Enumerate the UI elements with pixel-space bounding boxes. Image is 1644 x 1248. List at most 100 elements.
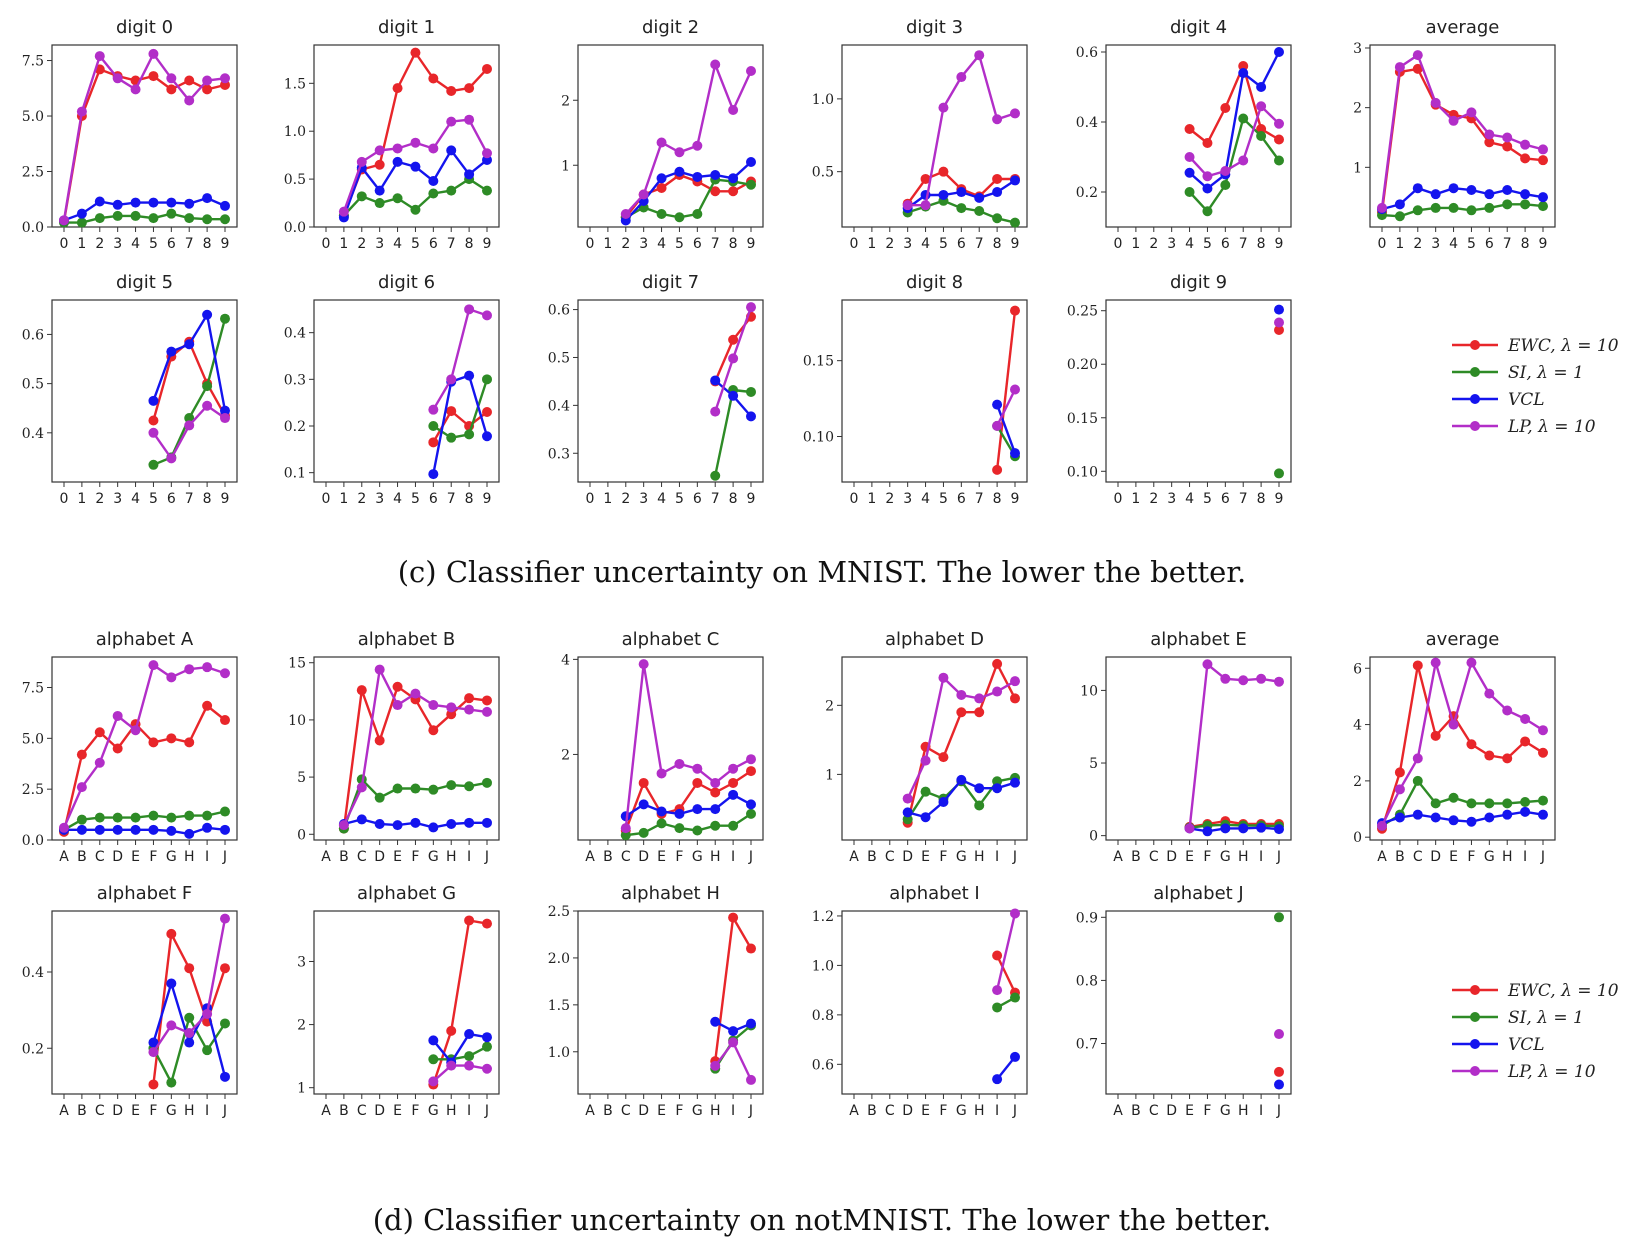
data-point	[992, 464, 1003, 475]
x-tick-label: C	[621, 849, 631, 865]
data-point	[620, 830, 631, 841]
x-tick-label: A	[1377, 849, 1387, 865]
data-point	[220, 824, 230, 835]
data-point	[392, 681, 403, 692]
x-tick-label: 6	[957, 491, 966, 507]
data-point	[638, 799, 649, 810]
data-point	[638, 659, 649, 670]
series-vcl	[1274, 304, 1284, 315]
panel-title: digit 3	[906, 17, 963, 38]
data-point	[94, 213, 105, 224]
panel-title: alphabet G	[357, 883, 456, 904]
x-tick-label: 9	[221, 491, 230, 507]
data-point	[992, 985, 1003, 996]
x-tick-label: 4	[1449, 236, 1458, 252]
data-point	[1502, 753, 1513, 764]
data-point	[692, 209, 703, 219]
series-lp	[338, 664, 492, 831]
data-point	[428, 1076, 439, 1087]
panel-title: alphabet H	[621, 883, 720, 904]
data-point	[482, 310, 492, 321]
data-point	[1202, 138, 1213, 148]
x-tick-label: A	[321, 849, 331, 865]
series-vcl	[620, 789, 756, 822]
panel-digit-9-c: digit 9 0.10 0.15 0.20 0.25 0 1 2 3 4 5 6 7 8 9	[1067, 272, 1292, 507]
data-point	[202, 214, 213, 225]
data-point	[59, 822, 69, 833]
x-tick-label: G	[692, 1103, 703, 1119]
series-ewc	[338, 681, 492, 834]
data-point	[1538, 155, 1548, 166]
data-point	[1484, 812, 1495, 823]
x-tick-label: 4	[131, 491, 140, 507]
data-point	[620, 823, 631, 834]
data-point	[464, 304, 475, 315]
axes-frame	[51, 656, 238, 841]
data-point	[1502, 705, 1513, 716]
data-point	[728, 777, 739, 788]
data-point	[656, 768, 667, 779]
data-point	[1430, 202, 1441, 213]
data-point	[1274, 912, 1284, 923]
x-tick-label: 9	[747, 491, 756, 507]
data-point	[1412, 809, 1423, 820]
x-tick-label: 2	[357, 236, 366, 252]
data-point	[1202, 206, 1213, 217]
data-point	[1274, 824, 1284, 835]
y-tick-label: 2.5	[22, 782, 44, 798]
data-point	[1484, 189, 1495, 200]
data-point	[482, 817, 492, 828]
x-tick-label: C	[357, 1103, 367, 1119]
data-point	[76, 217, 87, 228]
x-tick-label: 6	[429, 236, 438, 252]
series-line	[714, 316, 752, 382]
y-tick-label: 4	[561, 652, 570, 668]
axes-frame	[313, 44, 500, 228]
x-tick-label: 0	[60, 236, 69, 252]
series-si	[338, 174, 492, 221]
series-ewc	[902, 658, 1020, 828]
data-point	[656, 183, 667, 193]
x-tick-label: B	[1131, 849, 1141, 865]
x-tick-label: I	[1259, 1103, 1263, 1119]
data-point	[202, 309, 213, 320]
x-tick-label: 4	[657, 491, 666, 507]
data-point	[710, 777, 721, 788]
data-point	[410, 204, 421, 215]
data-point	[166, 733, 177, 744]
x-tick-label: 9	[221, 236, 230, 252]
y-tick-label: 1.5	[548, 998, 570, 1014]
data-point	[392, 83, 403, 94]
series-line	[1188, 661, 1280, 829]
x-tick-label: I	[1259, 849, 1263, 865]
x-tick-label: 9	[747, 236, 756, 252]
data-point	[130, 812, 141, 823]
y-tick-label: 7.5	[22, 54, 44, 70]
data-point	[974, 783, 985, 794]
series-line	[1380, 67, 1544, 213]
data-point	[482, 777, 492, 788]
data-point	[1466, 657, 1477, 668]
y-tick-label: 0.25	[1067, 304, 1098, 320]
data-point	[428, 725, 439, 736]
data-point	[1394, 62, 1405, 73]
data-point	[1502, 132, 1513, 143]
data-point	[1484, 137, 1495, 148]
data-point	[920, 173, 931, 184]
data-point	[166, 208, 177, 219]
y-tick-label: 2	[1353, 101, 1362, 117]
series-line	[432, 307, 488, 411]
series-line	[64, 212, 225, 224]
panel-title: alphabet C	[622, 629, 720, 650]
x-tick-label: 8	[993, 236, 1002, 252]
data-point	[1274, 304, 1284, 315]
data-point	[184, 420, 195, 431]
series-si	[620, 808, 756, 841]
x-tick-label: 6	[957, 236, 966, 252]
data-point	[938, 166, 949, 177]
data-point	[148, 427, 159, 438]
data-point	[1520, 153, 1531, 164]
data-point	[992, 187, 1003, 198]
data-point	[94, 824, 105, 835]
